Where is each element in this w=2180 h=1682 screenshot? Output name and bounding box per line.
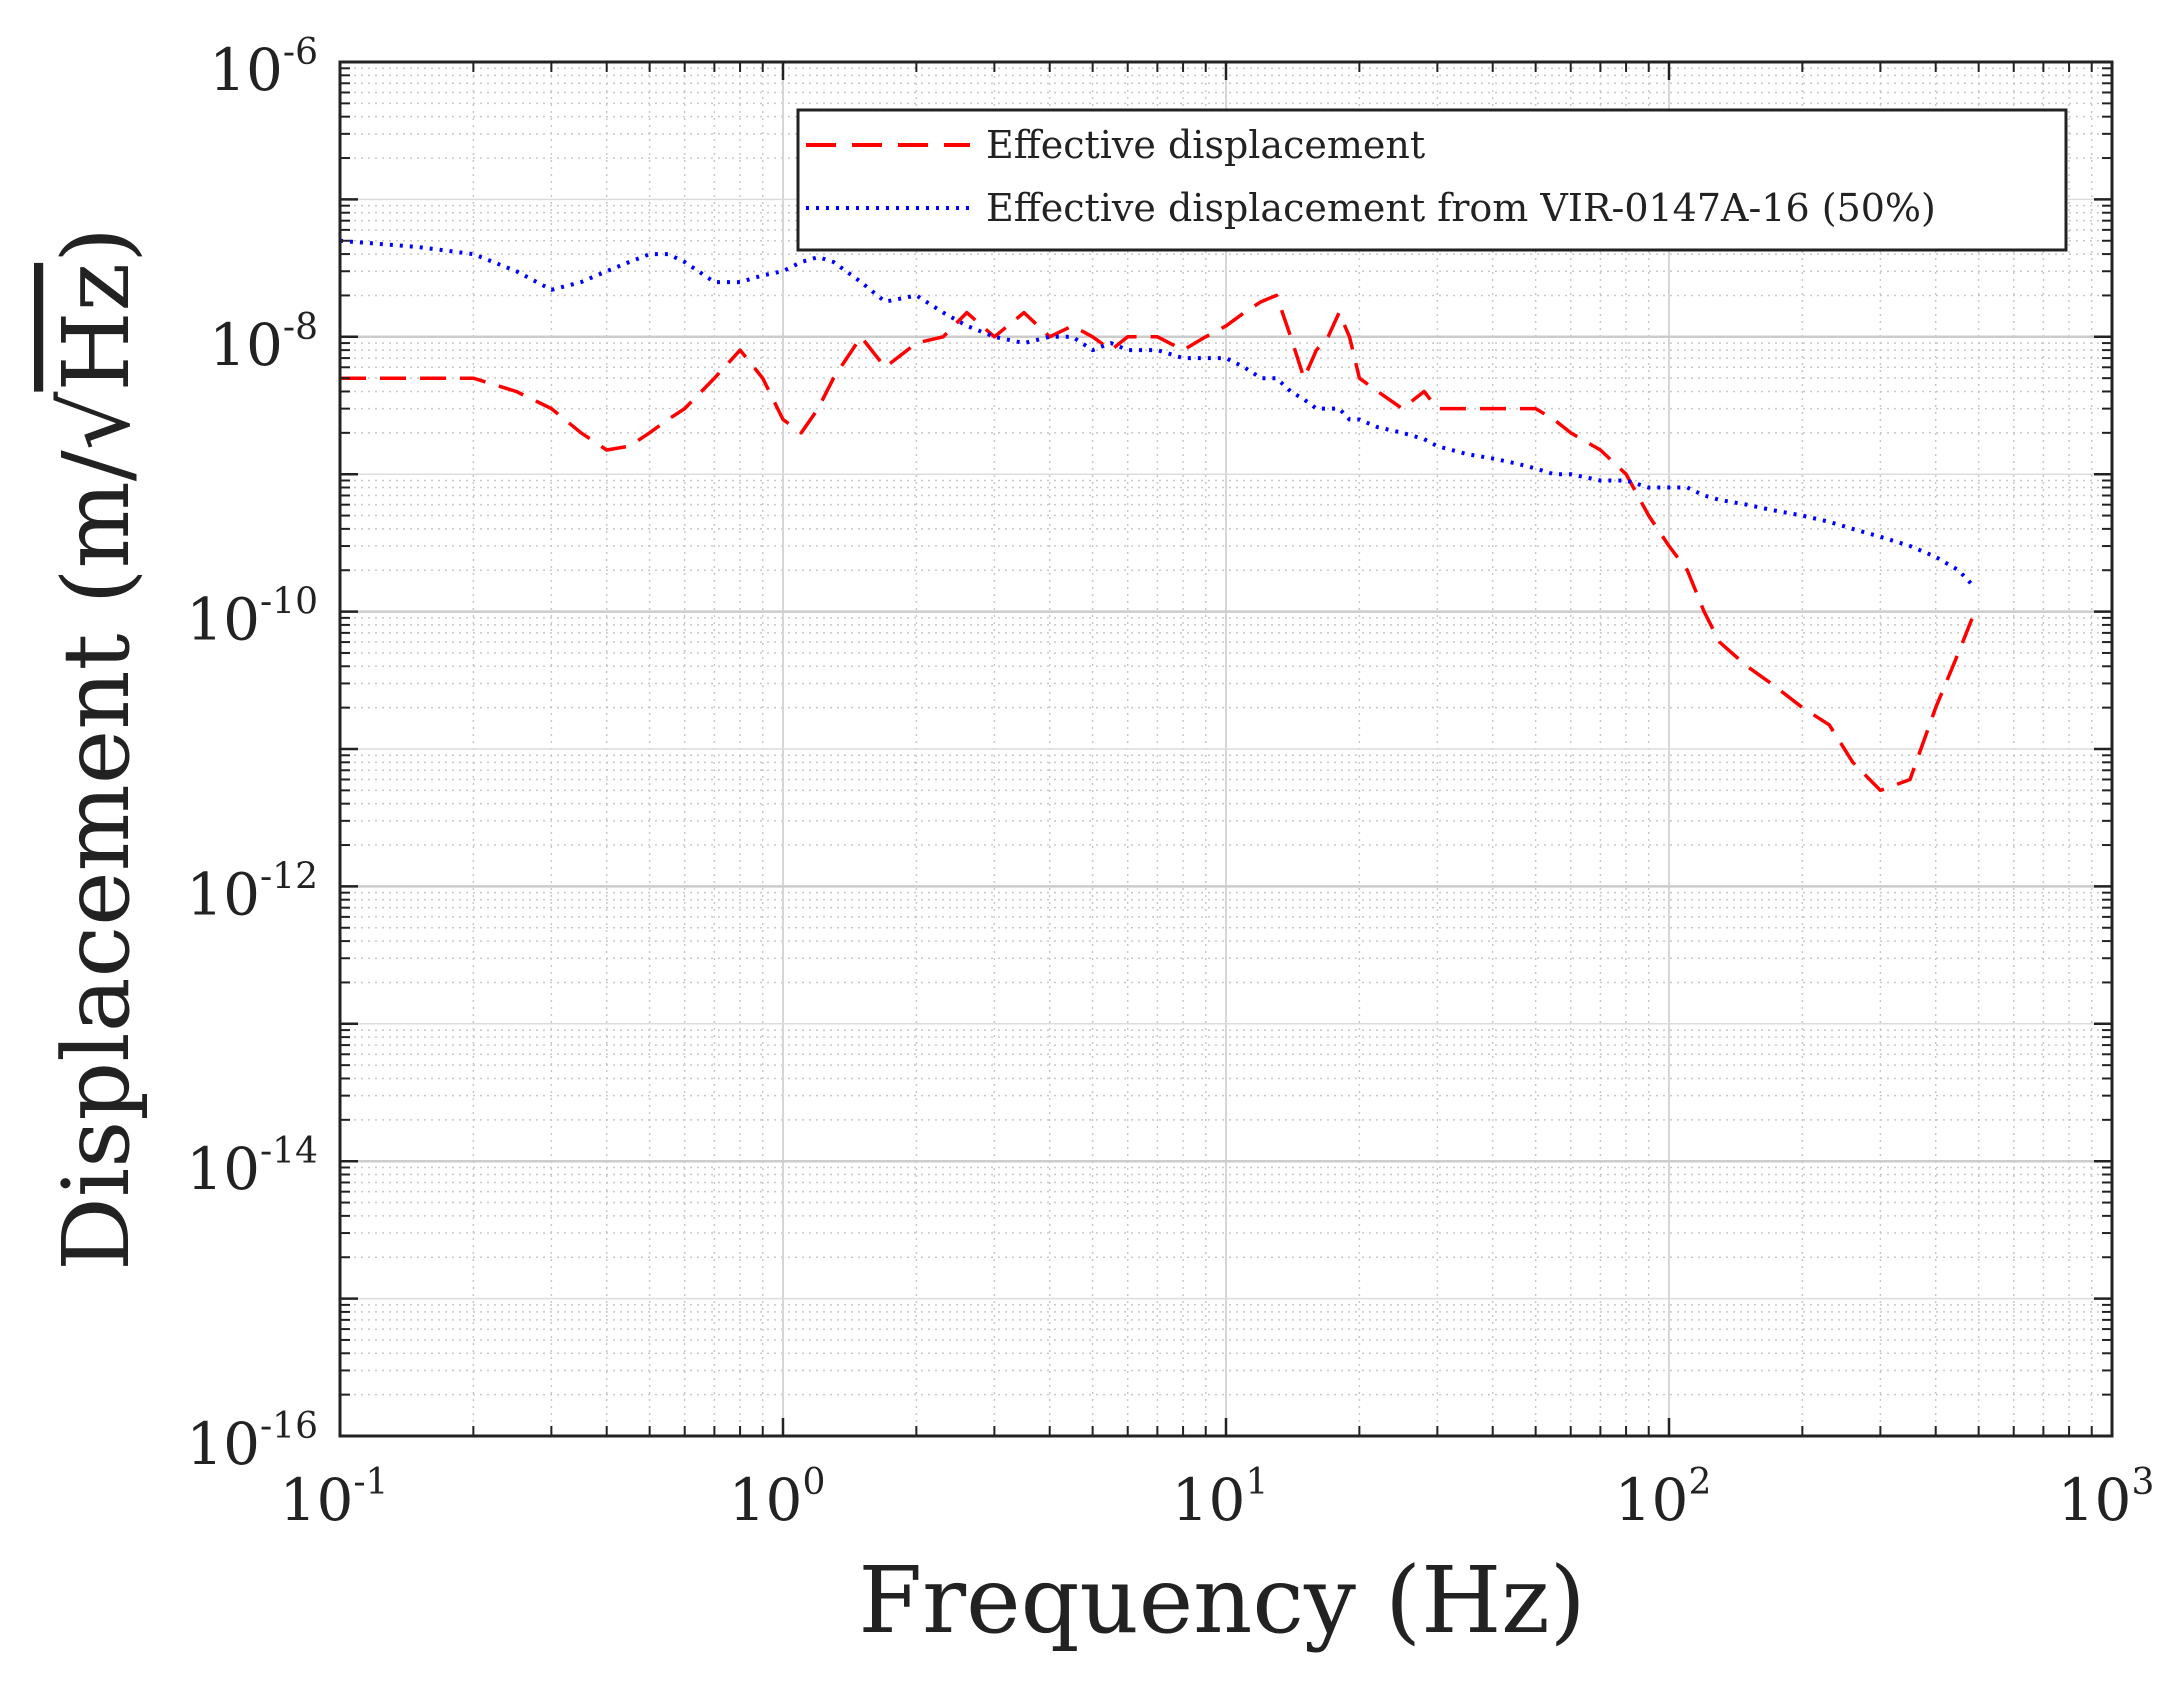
y-tick-label: 10-16 [186,1406,318,1478]
y-axis-label: Displacement (m/√Hz) [43,227,150,1271]
y-tick-label: 10-6 [209,32,318,104]
series-effective-displacement [339,293,1977,793]
y-tick-label-exponent: -6 [283,32,318,73]
x-tick-label-base: 10 [2058,1466,2132,1534]
legend-label-effective-displacement: Effective displacement [986,123,1425,167]
y-tick-label-exponent: -12 [260,856,318,897]
x-tick-label-base: 10 [280,1466,354,1534]
y-tick-label-base: 10 [186,860,260,928]
y-tick-label-base: 10 [209,311,283,379]
legend-box [796,108,2068,252]
y-tick-label: 10-14 [186,1131,318,1203]
y-tick-label-base: 10 [209,36,283,104]
x-tick-label: 102 [1615,1462,1712,1534]
legend-label-vir-0147a-16: Effective displacement from VIR-0147A-16… [986,186,1936,230]
x-tick-label: 103 [2058,1462,2155,1534]
x-tick-label-base: 10 [729,1466,803,1534]
legend: Effective displacement Effective displac… [796,108,2068,252]
series-vir-0147a-16 [339,238,1977,589]
y-tick-label-exponent: -14 [260,1131,318,1172]
y-axis-label-text: Displacement (m/√Hz) [43,227,150,1271]
x-tick-label-exponent: 1 [1245,1462,1268,1503]
y-tick-label: 10-10 [186,582,318,654]
x-tick-label: 10-1 [280,1462,389,1534]
x-tick-label: 100 [729,1462,826,1534]
x-tick-label-base: 10 [1615,1466,1689,1534]
x-tick-label-base: 10 [1172,1466,1246,1534]
x-axis-label: Frequency (Hz) [858,1547,1585,1654]
y-axis-label-suffix: ) [43,227,150,263]
y-axis-label-radical: √ [43,391,150,450]
y-tick-label-base: 10 [186,1410,260,1478]
x-tick-label-exponent: -1 [353,1462,388,1503]
y-tick-label: 10-12 [186,856,318,928]
series-layer [339,238,1977,793]
x-tick-label-exponent: 2 [1688,1462,1711,1503]
y-tick-label-exponent: -10 [260,582,318,623]
x-tick-label: 101 [1172,1462,1269,1534]
y-tick-label-base: 10 [186,586,260,654]
x-tick-labels: 10-1 100 101 102 103 [280,1462,2155,1534]
y-tick-label: 10-8 [209,307,318,379]
y-tick-label-base: 10 [186,1135,260,1203]
y-tick-label-exponent: -8 [283,307,318,348]
y-axis-label-prefix: Displacement (m/ [43,450,150,1271]
y-tick-label-exponent: -16 [260,1406,318,1447]
x-tick-label-exponent: 3 [2131,1462,2154,1503]
y-axis-label-radicand: Hz [43,263,150,392]
plot-frame [338,60,2114,1438]
tick-marks [338,60,2114,1438]
x-tick-label-exponent: 0 [802,1462,825,1503]
